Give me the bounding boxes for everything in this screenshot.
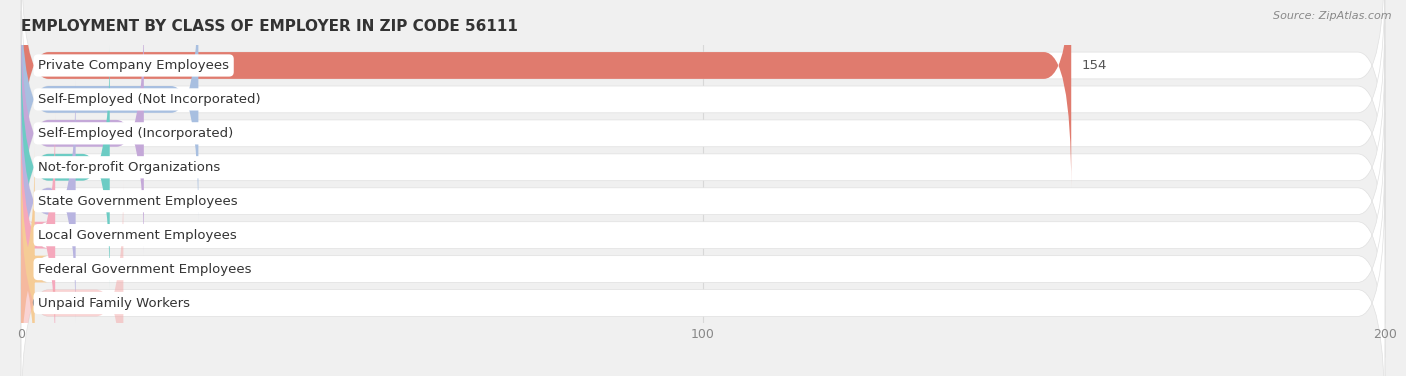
FancyBboxPatch shape [21,11,143,256]
FancyBboxPatch shape [21,147,1385,376]
FancyBboxPatch shape [21,45,110,290]
FancyBboxPatch shape [21,113,1385,358]
FancyBboxPatch shape [21,181,1385,376]
Text: 5: 5 [66,229,75,242]
Text: Federal Government Employees: Federal Government Employees [38,262,252,276]
FancyBboxPatch shape [21,113,55,358]
Text: 13: 13 [120,161,136,174]
Text: 2: 2 [45,262,53,276]
Text: State Government Employees: State Government Employees [38,195,238,208]
FancyBboxPatch shape [21,0,1385,188]
FancyBboxPatch shape [21,0,1071,188]
FancyBboxPatch shape [21,0,1385,222]
FancyBboxPatch shape [21,45,1385,290]
Text: Source: ZipAtlas.com: Source: ZipAtlas.com [1274,11,1392,21]
Text: Private Company Employees: Private Company Employees [38,59,229,72]
FancyBboxPatch shape [7,147,48,376]
Text: 18: 18 [155,127,172,140]
FancyBboxPatch shape [21,11,1385,256]
FancyBboxPatch shape [21,79,1385,323]
Text: 154: 154 [1081,59,1107,72]
FancyBboxPatch shape [21,181,124,376]
FancyBboxPatch shape [21,79,76,323]
Text: Self-Employed (Incorporated): Self-Employed (Incorporated) [38,127,233,140]
FancyBboxPatch shape [21,0,198,222]
Text: Self-Employed (Not Incorporated): Self-Employed (Not Incorporated) [38,93,260,106]
Text: Local Government Employees: Local Government Employees [38,229,236,242]
Text: 8: 8 [86,195,94,208]
Text: Not-for-profit Organizations: Not-for-profit Organizations [38,161,221,174]
Text: 26: 26 [208,93,225,106]
Text: EMPLOYMENT BY CLASS OF EMPLOYER IN ZIP CODE 56111: EMPLOYMENT BY CLASS OF EMPLOYER IN ZIP C… [21,19,517,34]
Text: Unpaid Family Workers: Unpaid Family Workers [38,297,190,309]
Text: 0: 0 [31,297,39,309]
